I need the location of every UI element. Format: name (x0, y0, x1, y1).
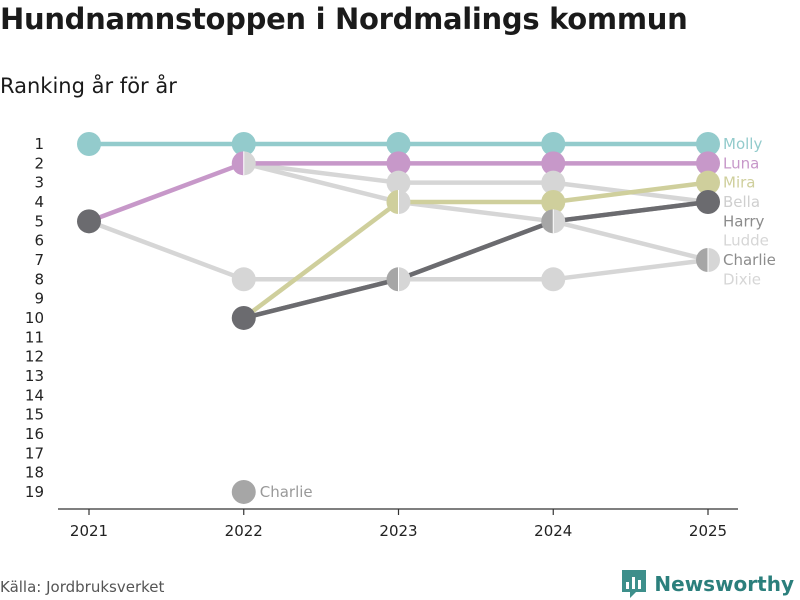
y-tick-label-18: 18 (25, 464, 44, 482)
y-tick-label-7: 7 (34, 251, 44, 269)
series-line-mira (241, 180, 711, 321)
y-tick-label-12: 12 (25, 348, 44, 366)
marker-2023-8-left (386, 267, 399, 292)
marker-2022-8 (231, 267, 256, 292)
marker-2022-2-right (243, 151, 256, 176)
y-tick-label-16: 16 (25, 425, 44, 443)
end-label-mira: Mira (723, 174, 755, 192)
marker-2025-3 (696, 170, 720, 195)
marker-2022-10 (231, 305, 256, 330)
x-tick-label-2024: 2024 (534, 522, 572, 540)
brand-logo[interactable]: Newsworthy (622, 570, 794, 598)
marker-2023-4-right (398, 189, 411, 214)
end-label-bella: Bella (723, 193, 760, 211)
y-tick-label-1: 1 (34, 135, 44, 153)
marker-2024-1 (541, 132, 566, 156)
y-tick-label-6: 6 (34, 232, 44, 250)
x-tick-label-2021: 2021 (70, 522, 108, 540)
x-tick-label-2025: 2025 (689, 522, 727, 540)
marker-2021-5 (77, 209, 101, 234)
y-tick-label-13: 13 (25, 367, 44, 385)
marker-2024-5-right (553, 209, 566, 234)
marker-2025-1 (696, 132, 720, 156)
end-label-harry: Harry (723, 212, 765, 230)
marker-2024-8 (541, 267, 566, 292)
y-tick-label-10: 10 (25, 309, 44, 327)
extra-point-label-charlie: Charlie (260, 483, 313, 501)
marker-2023-2 (386, 151, 411, 176)
marker-2024-3 (541, 170, 566, 195)
marker-2022-1 (231, 132, 256, 156)
chart-subtitle: Ranking år för år (0, 74, 177, 98)
marker-2024-4 (541, 189, 566, 214)
end-label-charlie: Charlie (723, 251, 776, 269)
source-note: Källa: Jordbruksverket (0, 578, 165, 596)
bar-chart-icon (622, 570, 647, 598)
marker-2023-1 (386, 132, 411, 156)
brand-name: Newsworthy (654, 572, 794, 596)
marker-2025-2 (696, 151, 720, 176)
marker-2022-2-left (231, 151, 244, 176)
extra-point-charlie (231, 479, 256, 504)
y-tick-label-19: 19 (25, 483, 44, 501)
y-tick-label-5: 5 (34, 212, 44, 230)
end-label-molly: Molly (723, 135, 762, 153)
marker-2023-8-right (398, 267, 411, 292)
series-line-harry (241, 199, 711, 321)
marker-2023-3 (386, 170, 411, 195)
end-label-dixie: Dixie (723, 270, 761, 288)
y-tick-label-9: 9 (34, 290, 44, 308)
chart-title: Hundnamnstoppen i Nordmalings kommun (0, 2, 688, 36)
y-tick-label-2: 2 (34, 154, 44, 172)
marker-2024-2 (541, 151, 566, 176)
end-label-ludde: Ludde (723, 232, 769, 250)
end-label-luna: Luna (723, 154, 759, 172)
x-tick-label-2022: 2022 (225, 522, 263, 540)
y-tick-label-15: 15 (25, 406, 44, 424)
y-tick-label-4: 4 (34, 193, 44, 211)
marker-2021-1 (77, 132, 101, 156)
marker-2024-5-left (541, 209, 554, 234)
marker-2025-4 (696, 189, 720, 214)
marker-2025-7-right (708, 247, 721, 272)
y-tick-label-17: 17 (25, 444, 44, 462)
marker-2025-7-left (696, 247, 708, 272)
y-tick-label-11: 11 (25, 328, 44, 346)
series-line-dixie (241, 161, 711, 263)
y-tick-label-14: 14 (25, 386, 44, 404)
x-tick-label-2023: 2023 (379, 522, 417, 540)
y-tick-label-3: 3 (34, 174, 44, 192)
marker-2023-4-left (386, 189, 399, 214)
y-tick-label-8: 8 (34, 270, 44, 288)
